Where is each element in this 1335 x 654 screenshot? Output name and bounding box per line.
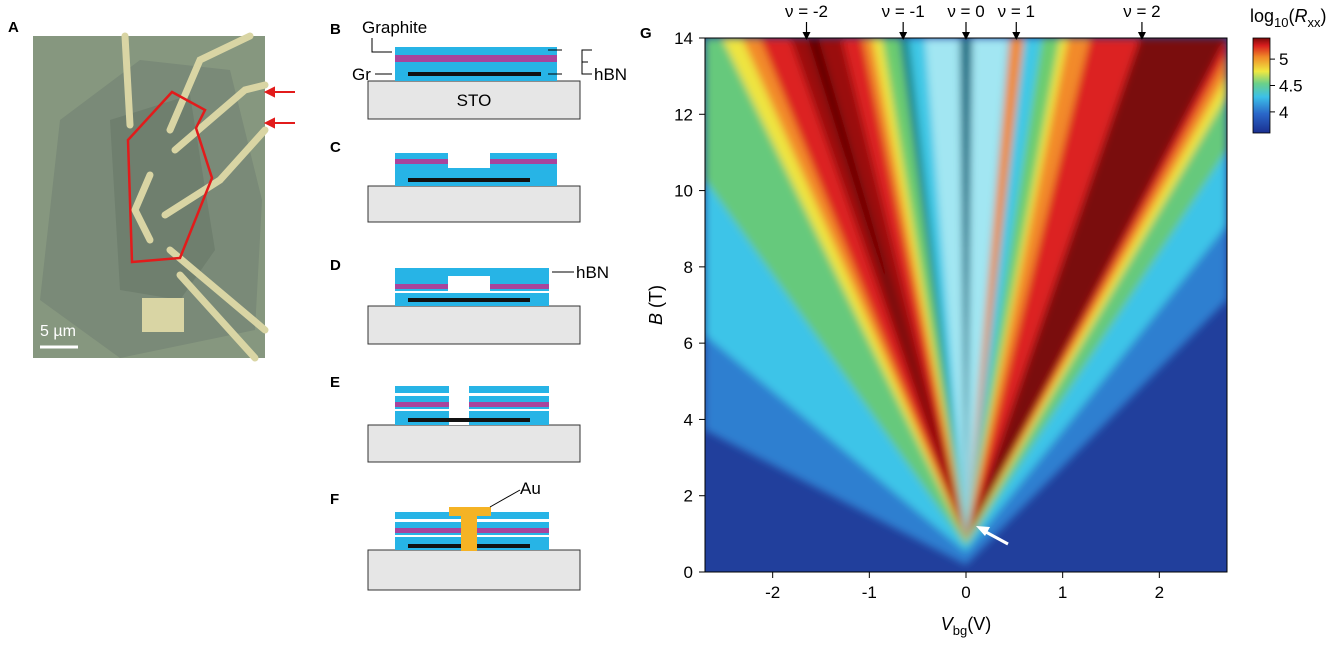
annotation-arrowhead [1012,32,1021,40]
panel-label: E [330,374,340,391]
colorbar-tick-label: 4.5 [1279,77,1303,96]
colorbar-tick-label: 4 [1279,103,1288,122]
y-tick-label: 12 [674,105,693,124]
y-tick-label: 0 [684,563,693,582]
annotation-arrowhead [802,32,811,40]
y-label-symbol: B [646,313,666,325]
y-tick-label: 8 [684,258,693,277]
colorbar [1252,37,1271,134]
colorbar-label-part: ) [1321,6,1327,26]
schematic-label: Gr [352,65,371,84]
x-tick-label: 2 [1155,583,1164,602]
annotation-arrowhead [1137,32,1146,40]
schematic-label: Au [520,479,541,498]
y-axis-label: B (T) [646,285,666,325]
x-label-unit: (V) [967,614,991,634]
x-tick-label: -1 [862,583,877,602]
annotation-arrowhead [899,32,908,40]
nu-annotation: ν = 2 [1123,2,1160,21]
nu-annotation: ν = -2 [785,2,828,21]
schematics: Graphite Gr hBN STO hBN Au [352,18,627,591]
x-label-symbol: V [941,614,955,634]
x-axis-label: Vbg(V) [941,614,991,638]
scale-bar-label: 5 µm [40,323,76,340]
colorbar-label-part: 10 [1274,15,1288,30]
panel-label: G [640,25,652,42]
y-label-unit: (T) [646,285,666,308]
y-tick-label: 2 [684,487,693,506]
panel-label: A [8,19,19,36]
colorbar-label-part: ( [1289,6,1295,26]
colorbar-label-part: xx [1308,15,1322,30]
x-tick-label: 1 [1058,583,1067,602]
y-tick-label: 6 [684,334,693,353]
annotation-arrowhead [962,32,970,40]
colorbar-label-part: R [1295,6,1308,26]
schematic-label: hBN [576,263,609,282]
panel-label: C [330,139,341,156]
colorbar-tick-label: 5 [1279,50,1288,69]
y-tick-label: 14 [674,29,693,48]
panel-label: D [330,257,341,274]
colorbar-label-part: log [1250,6,1274,26]
x-tick-label: -2 [765,583,780,602]
schematic-label: hBN [594,65,627,84]
nu-annotation: ν = -1 [882,2,925,21]
nu-annotation: ν = 0 [947,2,984,21]
micrograph: 5 µm [33,32,295,362]
colorbar-label: log10(Rxx) [1250,6,1327,30]
x-label-subscript: bg [953,623,967,638]
schematic-label: Graphite [362,18,427,37]
y-tick-label: 10 [674,182,693,201]
nu-annotation: ν = 1 [998,2,1035,21]
x-tick-label: 0 [961,583,970,602]
panel-label: F [330,491,339,508]
y-tick-label: 4 [684,410,693,429]
panel-label: B [330,21,341,38]
schematic-label: STO [457,91,492,110]
heatmap-image [705,38,1227,572]
